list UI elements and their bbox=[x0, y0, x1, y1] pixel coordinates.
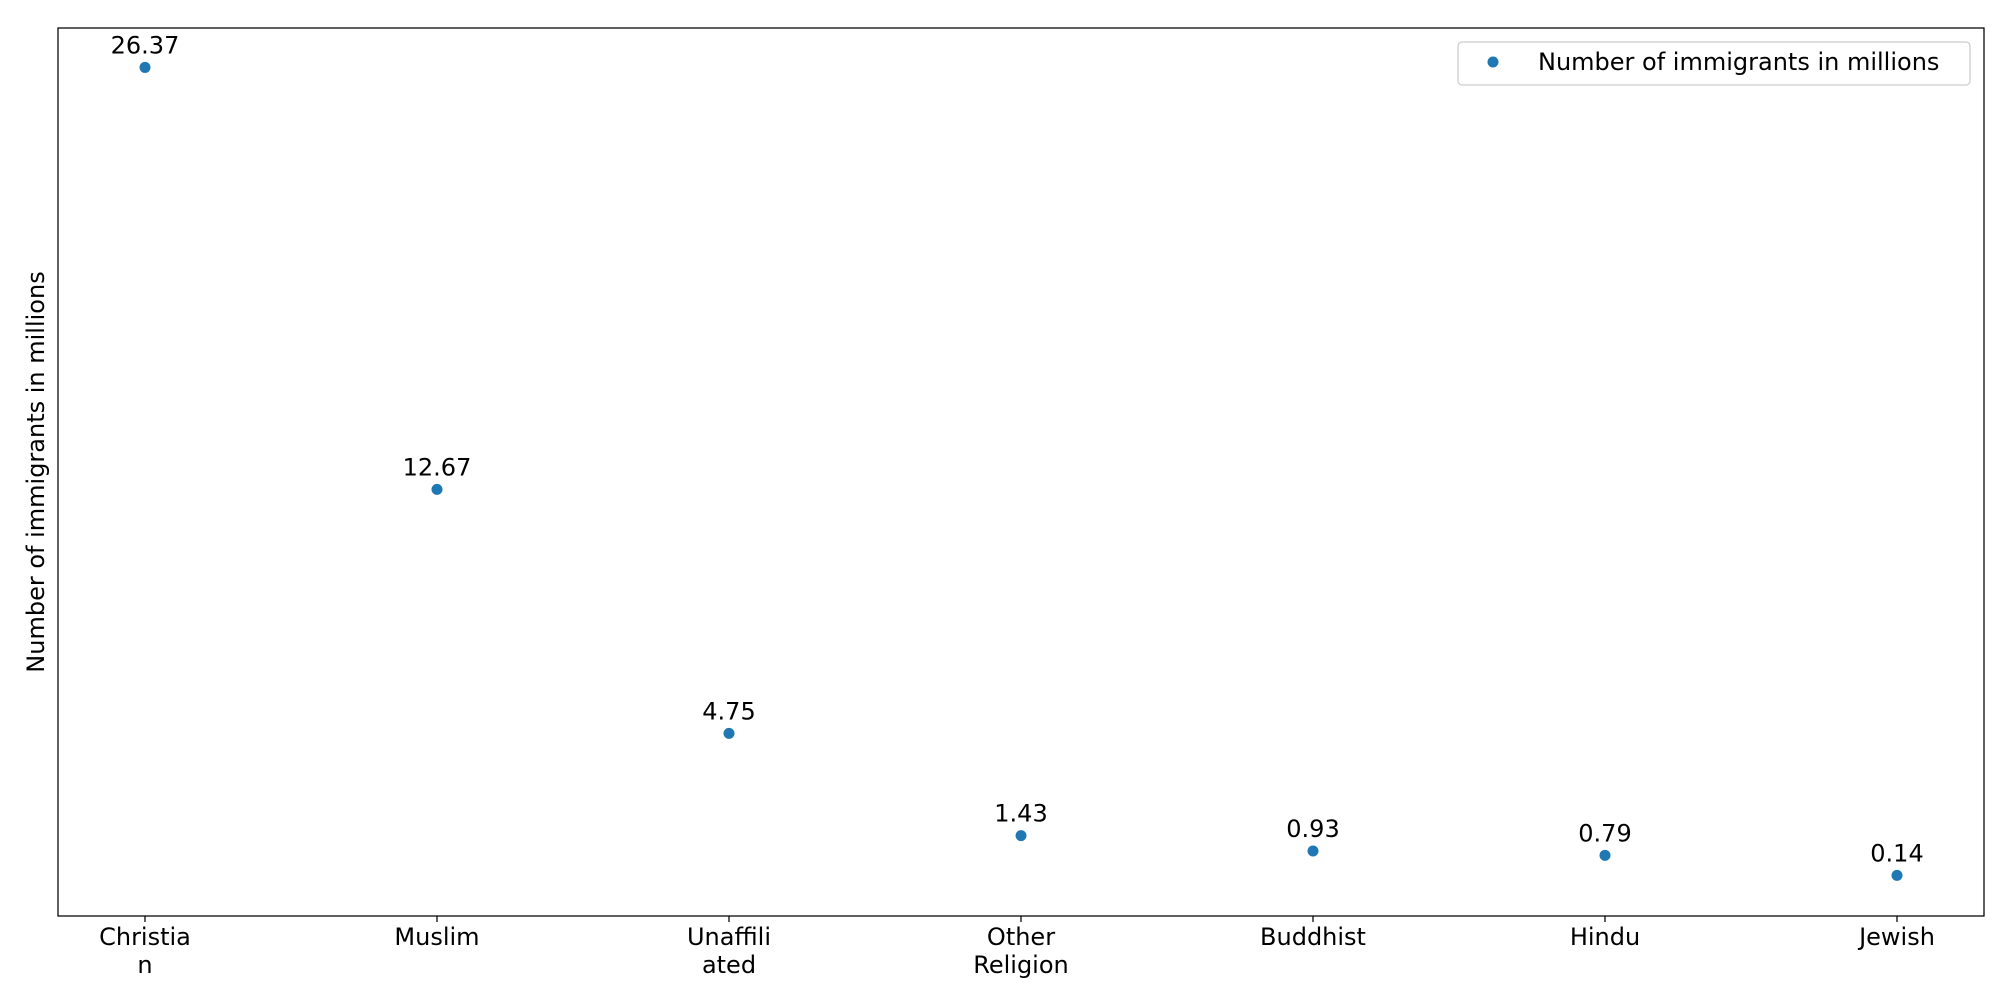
data-point-unaffiliated bbox=[723, 727, 735, 739]
data-point-buddhist bbox=[1307, 845, 1319, 857]
data-point-jewish bbox=[1891, 869, 1903, 881]
data-label-muslim: 12.67 bbox=[403, 453, 472, 481]
data-label-hindu: 0.79 bbox=[1578, 819, 1631, 847]
x-tick-label-hindu: Hindu bbox=[1570, 923, 1640, 951]
x-tick-label-muslim: Muslim bbox=[394, 923, 479, 951]
data-point-christian bbox=[139, 61, 151, 73]
x-tick-label-christian: Christia n bbox=[99, 923, 191, 979]
x-tick-label-unaffiliated: Unaffili ated bbox=[687, 923, 771, 979]
plot-area: 26.37 12.67 4.75 1.43 0.93 0.79 0.14 bbox=[111, 31, 1924, 881]
data-label-jewish: 0.14 bbox=[1870, 839, 1923, 867]
y-axis-label: Number of immigrants in millions bbox=[22, 271, 50, 672]
legend-frame bbox=[1457, 41, 1971, 86]
data-label-unaffiliated: 4.75 bbox=[702, 697, 755, 725]
data-label-buddhist: 0.93 bbox=[1286, 815, 1339, 843]
data-label-otherreligion: 1.43 bbox=[994, 800, 1047, 828]
data-point-hindu bbox=[1599, 849, 1611, 861]
x-tick-label-jewish: Jewish bbox=[1857, 923, 1935, 951]
data-label-christian: 26.37 bbox=[111, 31, 180, 59]
legend: Number of immigrants in millions bbox=[1457, 41, 1971, 86]
data-point-otherreligion bbox=[1015, 830, 1027, 842]
x-tick-label-otherreligion: Other Religion bbox=[973, 923, 1069, 979]
data-point-muslim bbox=[431, 483, 443, 495]
x-axis: Christia n Muslim Unaffili ated Other Religion… bbox=[99, 916, 1935, 979]
legend-label: Number of immigrants in millions bbox=[1538, 48, 1939, 76]
x-tick-label-buddhist: Buddhist bbox=[1260, 923, 1366, 951]
legend-marker bbox=[1487, 56, 1499, 68]
